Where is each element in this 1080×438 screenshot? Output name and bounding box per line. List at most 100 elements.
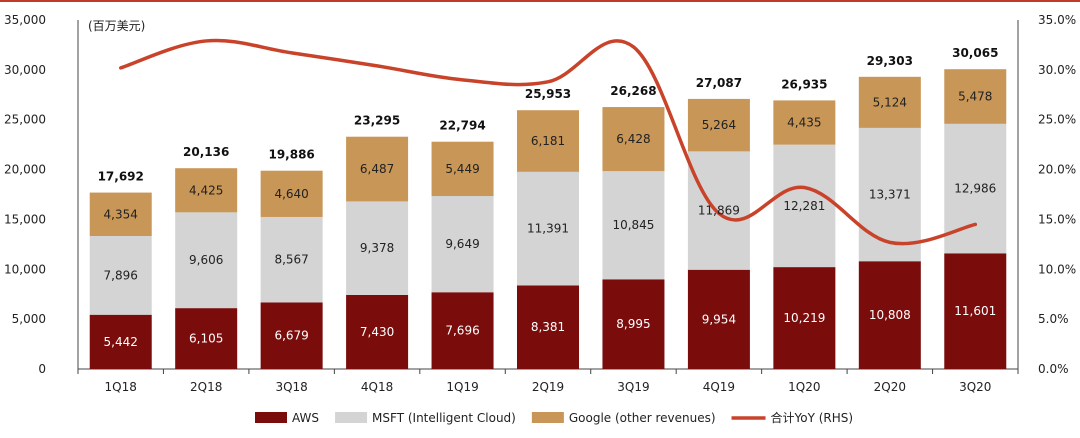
y-tick-label: 5,000: [12, 312, 46, 326]
data-label-aws: 6,105: [189, 332, 223, 346]
legend-label-aws: AWS: [292, 411, 319, 425]
total-label: 27,087: [696, 76, 742, 90]
data-label-google: 4,435: [787, 116, 821, 130]
bar-segment-msft: [602, 171, 665, 280]
data-label-msft: 9,649: [445, 237, 479, 251]
yoy-line: [118, 38, 978, 246]
y-tick-label: 10,000: [4, 262, 46, 276]
x-tick-label: 1Q18: [105, 380, 137, 394]
total-label: 23,295: [354, 114, 400, 128]
yoy-line-path: [118, 38, 978, 246]
legend-label-yoy: 合计YoY (RHS): [771, 410, 854, 425]
data-label-msft: 12,986: [954, 182, 996, 196]
data-labels: 5,442 7,896 4,354 17,692 6,105 9,606 4,425 20,1…: [98, 46, 999, 349]
chart-top-border: [0, 0, 1080, 2]
data-label-aws: 10,808: [869, 308, 911, 322]
data-label-google: 5,449: [445, 162, 479, 176]
bar-segment-aws: [431, 292, 494, 369]
data-label-msft: 11,869: [698, 204, 740, 218]
bar-segment-aws: [602, 279, 665, 369]
data-label-aws: 7,696: [445, 324, 479, 338]
x-tick-label: 4Q18: [361, 380, 393, 394]
data-label-google: 4,425: [189, 183, 223, 197]
data-label-aws: 7,430: [360, 325, 394, 339]
y2-tick-label: 10.0%: [1038, 262, 1076, 276]
bar-segment-google: [858, 76, 921, 128]
data-label-google: 4,640: [274, 187, 308, 201]
bar-segment-msft: [687, 151, 750, 270]
data-label-msft: 9,378: [360, 241, 394, 255]
axes: 0 5,000 10,000 15,000 20,000 25,000 30,000 35,0…: [4, 13, 1076, 394]
bar-segment-aws: [944, 253, 1007, 369]
data-label-aws: 8,381: [531, 320, 565, 334]
total-label: 29,303: [867, 54, 913, 68]
x-tick-label: 1Q20: [788, 380, 820, 394]
legend-label-msft: MSFT (Intelligent Cloud): [372, 411, 516, 425]
bar-segment-aws: [260, 302, 323, 369]
legend-swatch-aws: [255, 412, 287, 423]
bar-segment-google: [89, 192, 152, 237]
bar-segment-google: [602, 107, 665, 172]
y2-tick-label: 20.0%: [1038, 163, 1076, 177]
y-tick-label: 35,000: [4, 13, 46, 27]
total-label: 26,935: [781, 77, 827, 91]
data-label-aws: 8,995: [616, 317, 650, 331]
data-label-google: 6,428: [616, 132, 650, 146]
y2-tick-label: 25.0%: [1038, 113, 1076, 127]
data-label-google: 6,487: [360, 162, 394, 176]
bar-segment-google: [346, 136, 409, 202]
bar-segment-google: [687, 98, 750, 152]
bar-segment-msft: [858, 127, 921, 262]
legend-swatch-google: [531, 412, 564, 423]
y-tick-label: 25,000: [4, 113, 46, 127]
data-label-aws: 5,442: [104, 335, 138, 349]
data-label-google: 5,478: [958, 90, 992, 104]
x-tick-label: 1Q19: [446, 380, 478, 394]
data-label-google: 4,354: [104, 207, 138, 221]
data-label-aws: 9,954: [702, 312, 736, 326]
bar-segment-google: [517, 110, 579, 172]
bar-segment-aws: [517, 285, 579, 369]
bar-segment-msft: [260, 216, 323, 303]
y2-tick-label: 0.0%: [1038, 362, 1069, 376]
bar-segment-msft: [89, 236, 152, 315]
data-label-google: 5,124: [873, 95, 907, 109]
total-label: 20,136: [183, 145, 229, 159]
bar-segment-google: [175, 168, 238, 213]
total-label: 17,692: [98, 170, 144, 184]
x-tick-label: 3Q18: [275, 380, 307, 394]
bar-segment-google: [431, 141, 494, 197]
data-label-msft: 13,371: [869, 188, 911, 202]
bar-segment-msft: [346, 201, 409, 295]
data-label-aws: 11,601: [954, 304, 996, 318]
total-label: 26,268: [610, 84, 656, 98]
bars: [89, 69, 1007, 369]
data-label-aws: 10,219: [783, 311, 825, 325]
y-tick-label: 20,000: [4, 163, 46, 177]
y2-tick-label: 15.0%: [1038, 212, 1076, 226]
total-label: 30,065: [952, 46, 998, 60]
bar-segment-aws: [346, 294, 409, 369]
y2-tick-label: 5.0%: [1038, 312, 1069, 326]
bar-segment-msft: [517, 171, 579, 286]
data-label-google: 5,264: [702, 118, 736, 132]
bar-segment-google: [944, 69, 1007, 124]
total-label: 22,794: [439, 119, 485, 133]
y-axis-unit-label: (百万美元): [88, 19, 145, 33]
y-tick-label: 15,000: [4, 212, 46, 226]
x-tick-label: 3Q20: [959, 380, 991, 394]
y-tick-label: 30,000: [4, 63, 46, 77]
y2-tick-label: 35.0%: [1038, 13, 1076, 27]
y2-tick-label: 30.0%: [1038, 63, 1076, 77]
total-label: 25,953: [525, 87, 571, 101]
bar-segment-aws: [773, 267, 836, 369]
legend-swatch-msft: [335, 412, 368, 423]
legend: AWS MSFT (Intelligent Cloud) Google (other…: [255, 410, 853, 425]
x-tick-label: 2Q18: [190, 380, 222, 394]
y-tick-label: 0: [38, 362, 46, 376]
bar-segment-aws: [89, 314, 152, 369]
bar-segment-aws: [175, 308, 238, 369]
bar-segment-aws: [687, 269, 750, 369]
data-label-aws: 6,679: [274, 329, 308, 343]
